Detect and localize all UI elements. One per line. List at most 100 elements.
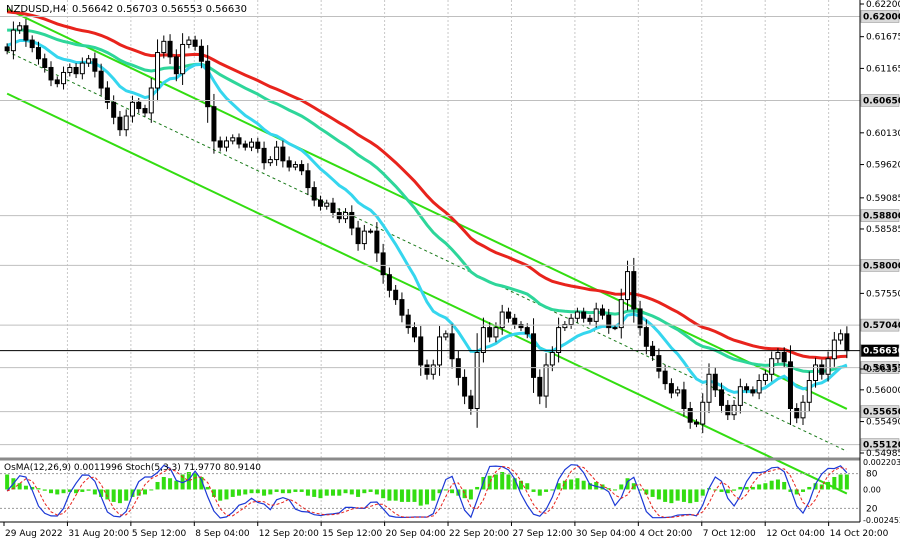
osma-bar [506, 474, 511, 490]
osma-bar [312, 489, 317, 497]
candle-bear [111, 101, 117, 118]
candle-bull [731, 404, 737, 416]
candle-bull [123, 115, 129, 131]
osma-bar [801, 489, 805, 492]
time-tick-label: 29 Aug 2022 [5, 529, 63, 539]
osma-bar [5, 474, 10, 490]
candle-bear [725, 404, 731, 416]
osma-bar [750, 486, 755, 490]
candle-bear [781, 351, 787, 363]
osma-tick-label: -0.00245223 [863, 516, 900, 525]
osma-bar [180, 474, 185, 490]
price-level-label: 0.56630 [863, 347, 900, 357]
osma-bar [174, 480, 179, 490]
osma-bar [556, 483, 561, 490]
candle-bear [4, 46, 10, 52]
candle-bull [762, 373, 768, 382]
candle-bull [129, 101, 135, 117]
candle-bear [637, 308, 643, 329]
candle-bear [198, 45, 204, 62]
candle-bull [831, 339, 837, 360]
candle-bear [794, 408, 800, 419]
price-tick-label: 0.61165 [866, 64, 900, 74]
price-tick-label: 0.58585 [866, 225, 900, 235]
osma-bar [186, 472, 191, 490]
candle-bull [562, 323, 568, 329]
ema-144-line [7, 28, 848, 374]
osma-bar [832, 476, 837, 490]
osma-bar [475, 486, 480, 490]
candle-bull [480, 327, 486, 353]
price-levels: 0.62000 0.60650 0.58800 0.58000 0.57040 0.566… [0, 10, 900, 451]
candle-bear [819, 364, 825, 375]
candle-bull [813, 364, 819, 382]
osma-bar [67, 489, 72, 492]
price-level-label: 0.60650 [863, 96, 900, 106]
osma-bar [92, 489, 97, 495]
candle-bull [493, 327, 499, 338]
candle-bear [217, 140, 223, 148]
osma-bar [61, 489, 66, 494]
candle-bull [10, 29, 16, 52]
candle-bear [305, 170, 311, 189]
candle-bear [719, 389, 725, 406]
osma-bar [587, 483, 592, 490]
osma-bar [230, 489, 235, 497]
candle-bull [230, 137, 236, 142]
candle-bear [512, 317, 518, 325]
candle-bear [505, 311, 511, 319]
osma-bar [374, 489, 379, 495]
candle-bull [625, 271, 631, 301]
osma-bar [775, 479, 780, 490]
price-level-label: 0.58000 [863, 261, 900, 271]
osma-bar [744, 486, 749, 490]
osma-bar [30, 486, 35, 490]
candle-bull [706, 373, 712, 403]
candle-bear [142, 108, 148, 114]
candle-bear [236, 137, 242, 145]
osma-bar [638, 489, 643, 491]
candle-bear [280, 146, 286, 162]
price-level-label-box [860, 344, 900, 357]
osma-bar [757, 484, 762, 490]
candle-bear [311, 187, 317, 201]
candle-bull [675, 389, 681, 394]
candle-bull [838, 333, 844, 341]
osma-bar [318, 489, 323, 499]
osma-bar [537, 489, 542, 496]
osma-bar [675, 489, 680, 501]
candle-bear [693, 421, 699, 425]
osma-bar [381, 489, 386, 499]
candle-bull [223, 140, 229, 148]
osma-bar [681, 489, 686, 502]
price-level-label-box [860, 318, 900, 332]
time-tick-label: 20 Sep 04:00 [386, 529, 446, 539]
time-tick-label: 12 Oct 04:00 [766, 529, 825, 539]
osma-bar [575, 478, 580, 490]
candle-bear [73, 66, 79, 75]
price-tick-label: 0.56335 [866, 365, 900, 375]
osma-bar [218, 489, 223, 501]
candle-bear [355, 227, 361, 245]
candle-bull [499, 311, 505, 329]
chart-symbol-header: NZDUSD,H4 [6, 4, 66, 15]
candle-bear [261, 147, 267, 164]
osma-bar [124, 489, 129, 501]
osma-bar [299, 489, 304, 492]
osma-bar [519, 480, 523, 490]
candle-bear [606, 314, 612, 329]
osma-bar [287, 489, 292, 494]
candle-bull [574, 311, 580, 319]
osma-bar [280, 489, 285, 494]
osma-bar [362, 489, 367, 494]
price-tick-label: 0.59620 [866, 161, 900, 171]
candle-bear [104, 87, 110, 103]
osma-bar [569, 479, 574, 490]
candle-bull [368, 230, 374, 233]
candle-bull [568, 317, 574, 325]
osma-bar [794, 489, 799, 495]
osma-bar [462, 489, 467, 499]
osma-bar [562, 480, 567, 490]
candle-bear [656, 355, 662, 372]
